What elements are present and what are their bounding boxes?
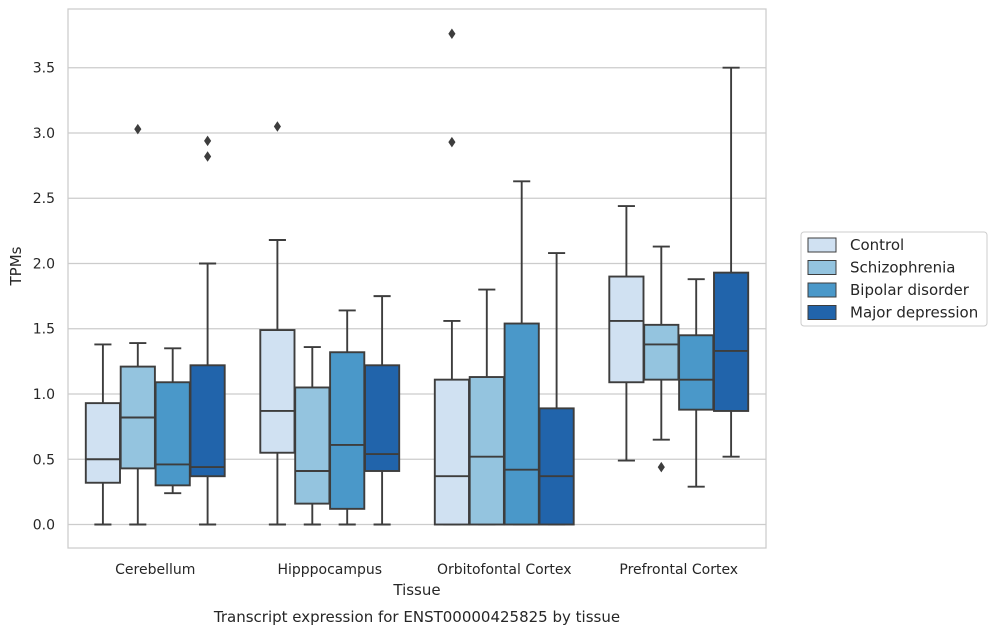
outlier-point (204, 151, 212, 162)
outlier-point (273, 121, 281, 132)
box-group (538, 252, 575, 526)
box-group (259, 121, 296, 526)
box-group (608, 205, 645, 462)
legend-label: Major depression (850, 304, 978, 322)
legend-label: Bipolar disorder (850, 281, 970, 299)
box (538, 407, 575, 526)
legend-frame (800, 231, 988, 327)
legend-swatch (807, 282, 837, 298)
outlier-point (204, 135, 212, 147)
box-group (433, 28, 470, 526)
box-group (503, 180, 540, 526)
box-group (329, 309, 366, 526)
box (329, 351, 366, 510)
box-group (189, 135, 226, 526)
legend-swatch (807, 305, 837, 320)
boxes (84, 28, 750, 526)
legend-label: Schizophrenia (850, 259, 955, 277)
x-tick-label: Hipppocampus (277, 562, 382, 578)
x-tick-label: Cerebellum (115, 562, 195, 578)
y-tick-labels: 0.0 0.5 1.0 1.5 2.0 2.5 3.0 3.5 (33, 61, 55, 534)
box-group (119, 123, 156, 526)
x-axis-title: Tissue (392, 581, 440, 599)
box-group (294, 346, 331, 526)
chart-title: Transcript expression for ENST0000042582… (213, 608, 620, 626)
box (364, 364, 401, 472)
y-tick-label: 3.5 (33, 61, 55, 77)
y-axis-title: TPMs (7, 246, 25, 286)
box (608, 275, 645, 384)
x-tick-label: Prefrontal Cortex (619, 562, 738, 578)
x-tick-label: Orbitofontal Cortex (437, 562, 572, 578)
y-tick-label: 2.0 (33, 256, 55, 272)
legend-label: Control (850, 236, 904, 254)
y-tick-label: 0.0 (33, 518, 55, 534)
box (259, 329, 296, 454)
box-group (643, 245, 680, 473)
box (503, 322, 540, 526)
box (433, 378, 470, 526)
y-tick-label: 2.5 (33, 191, 55, 207)
legend-swatch (807, 237, 837, 253)
legend-swatch (807, 260, 837, 275)
box (189, 364, 226, 478)
box-group (678, 278, 715, 488)
outlier-point (448, 136, 456, 148)
outlier-point (134, 123, 142, 135)
plot-area-frame (67, 8, 767, 549)
x-tick-labels: Cerebellum Hipppocampus Orbitofontal Corte… (115, 562, 738, 578)
box (678, 334, 715, 411)
y-tick-label: 0.5 (33, 452, 55, 468)
box (84, 402, 121, 484)
box (468, 376, 505, 526)
box (713, 271, 750, 412)
outlier-point (657, 461, 665, 473)
legend: Control Schizophrenia Bipolar disorder Majo… (800, 231, 988, 327)
box-group (84, 343, 121, 526)
box (643, 323, 680, 381)
box-group (364, 295, 401, 526)
y-tick-label: 1.5 (33, 322, 55, 338)
box-group (468, 288, 505, 526)
box-group (713, 66, 750, 458)
y-tick-label: 3.0 (33, 126, 55, 142)
y-tick-label: 1.0 (33, 387, 55, 403)
box (294, 386, 331, 505)
box-group (154, 347, 191, 495)
box (154, 381, 191, 487)
outlier-point (448, 28, 456, 40)
